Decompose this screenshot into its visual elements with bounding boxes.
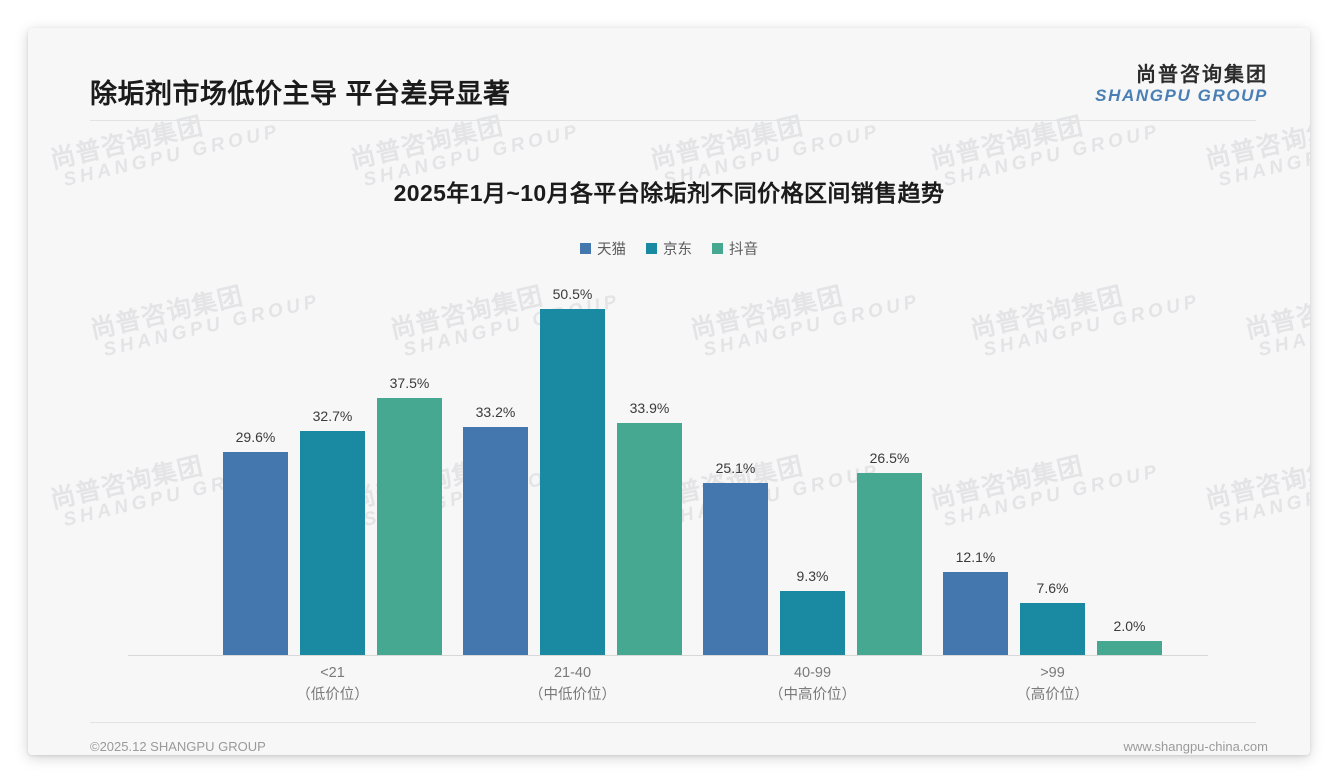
legend-label: 抖音	[729, 242, 758, 258]
bar-value-label: 7.6%	[1036, 579, 1069, 596]
bar-item[interactable]: 9.3%	[780, 278, 845, 655]
bar-rect[interactable]	[377, 397, 442, 655]
chart-plot: 29.6% 32.7% 37.5% <21 （低价位） 33.2% 50.5% 33.9% 21…	[128, 278, 1208, 703]
bar-value-label: 50.5%	[552, 285, 593, 302]
chart-area: 2025年1月~10月各平台除垢剂不同价格区间销售趋势 天猫 京东 抖音 29.6%…	[28, 128, 1310, 708]
x-axis-label-main: <21	[320, 665, 345, 681]
bar-rect[interactable]	[1097, 641, 1162, 655]
legend-item-抖音[interactable]: 抖音	[712, 238, 758, 259]
bar-value-label: 9.3%	[796, 568, 829, 585]
bar-item[interactable]: 12.1%	[943, 278, 1008, 655]
bar-rect[interactable]	[857, 473, 922, 655]
x-axis-label-sub: （低价位）	[296, 687, 369, 704]
x-axis-label-sub: （中高价位）	[769, 687, 856, 704]
bar-rect[interactable]	[300, 430, 365, 655]
x-axis-label-main: 40-99	[793, 665, 832, 681]
bar-rect[interactable]	[1020, 602, 1085, 655]
bar-rect[interactable]	[780, 591, 845, 655]
bar-value-label: 2.0%	[1113, 618, 1146, 635]
legend-item-天猫[interactable]: 天猫	[580, 238, 626, 259]
bar-item[interactable]: 2.0%	[1097, 278, 1162, 655]
x-axis-label-sub: （中低价位）	[529, 687, 616, 704]
bar-item[interactable]: 37.5%	[377, 278, 442, 655]
bar-rect[interactable]	[463, 427, 528, 655]
bar-item[interactable]: 50.5%	[540, 278, 605, 655]
header-divider	[90, 120, 1256, 121]
bar-rect[interactable]	[617, 422, 682, 655]
bar-item[interactable]: 7.6%	[1020, 278, 1085, 655]
x-axis-label-main: >99	[1040, 665, 1065, 681]
bar-value-label: 33.2%	[475, 404, 516, 421]
bar-group: 29.6% 32.7% 37.5% <21 （低价位）	[223, 278, 442, 703]
footer-divider	[90, 722, 1256, 723]
slide-card: 尚普咨询集团 SHANGPU GROUP 尚普咨询集团 SHANGPU GROUP 尚普…	[28, 28, 1310, 755]
x-axis-group-label: 21-40 （中低价位）	[463, 662, 682, 707]
bar-group: 33.2% 50.5% 33.9% 21-40 （中低价位）	[463, 278, 682, 703]
bar-value-label: 26.5%	[869, 450, 910, 467]
x-axis-group-label: <21 （低价位）	[223, 662, 442, 707]
legend-item-京东[interactable]: 京东	[646, 238, 692, 259]
footer-website: www.shangpu-china.com	[1123, 739, 1268, 754]
legend-label: 天猫	[597, 242, 626, 258]
bar-item[interactable]: 33.2%	[463, 278, 528, 655]
bar-group: 12.1% 7.6% 2.0% >99 （高价位）	[943, 278, 1162, 703]
slide-header: 除垢剂市场低价主导 平台差异显著 尚普咨询集团 SHANGPU GROUP	[28, 28, 1310, 113]
page-title: 除垢剂市场低价主导 平台差异显著	[90, 79, 511, 109]
bar-item[interactable]: 25.1%	[703, 278, 768, 655]
x-axis-label-sub: （高价位）	[1016, 687, 1089, 704]
legend-swatch-icon	[580, 243, 591, 254]
bar-rect[interactable]	[223, 452, 288, 655]
chart-title: 2025年1月~10月各平台除垢剂不同价格区间销售趋势	[393, 180, 945, 206]
x-axis-group-label: >99 （高价位）	[943, 662, 1162, 707]
legend-swatch-icon	[646, 243, 657, 254]
bar-item[interactable]: 32.7%	[300, 278, 365, 655]
chart-legend: 天猫 京东 抖音	[28, 238, 1310, 259]
bar-value-label: 29.6%	[235, 429, 276, 446]
bar-rect[interactable]	[703, 482, 768, 655]
bar-value-label: 37.5%	[389, 374, 430, 391]
legend-label: 京东	[663, 242, 692, 258]
bar-group: 25.1% 9.3% 26.5% 40-99 （中高价位）	[703, 278, 922, 703]
x-axis-line	[128, 655, 1208, 656]
legend-swatch-icon	[712, 243, 723, 254]
bar-rect[interactable]	[540, 308, 605, 655]
bar-item[interactable]: 26.5%	[857, 278, 922, 655]
bar-item[interactable]: 29.6%	[223, 278, 288, 655]
x-axis-group-label: 40-99 （中高价位）	[703, 662, 922, 707]
bar-value-label: 33.9%	[629, 399, 670, 416]
brand-name-en: SHANGPU GROUP	[1095, 86, 1268, 106]
bar-value-label: 12.1%	[955, 549, 996, 566]
brand-name-cn: 尚普咨询集团	[1136, 64, 1268, 86]
footer-copyright: ©2025.12 SHANGPU GROUP	[90, 739, 266, 754]
bar-value-label: 32.7%	[312, 407, 353, 424]
x-axis-label-main: 21-40	[553, 665, 592, 681]
bar-item[interactable]: 33.9%	[617, 278, 682, 655]
slide-footer: ©2025.12 SHANGPU GROUP www.shangpu-china…	[28, 728, 1310, 755]
bar-rect[interactable]	[943, 572, 1008, 655]
brand-logo: 尚普咨询集团 SHANGPU GROUP	[1095, 64, 1268, 105]
bar-value-label: 25.1%	[715, 459, 756, 476]
